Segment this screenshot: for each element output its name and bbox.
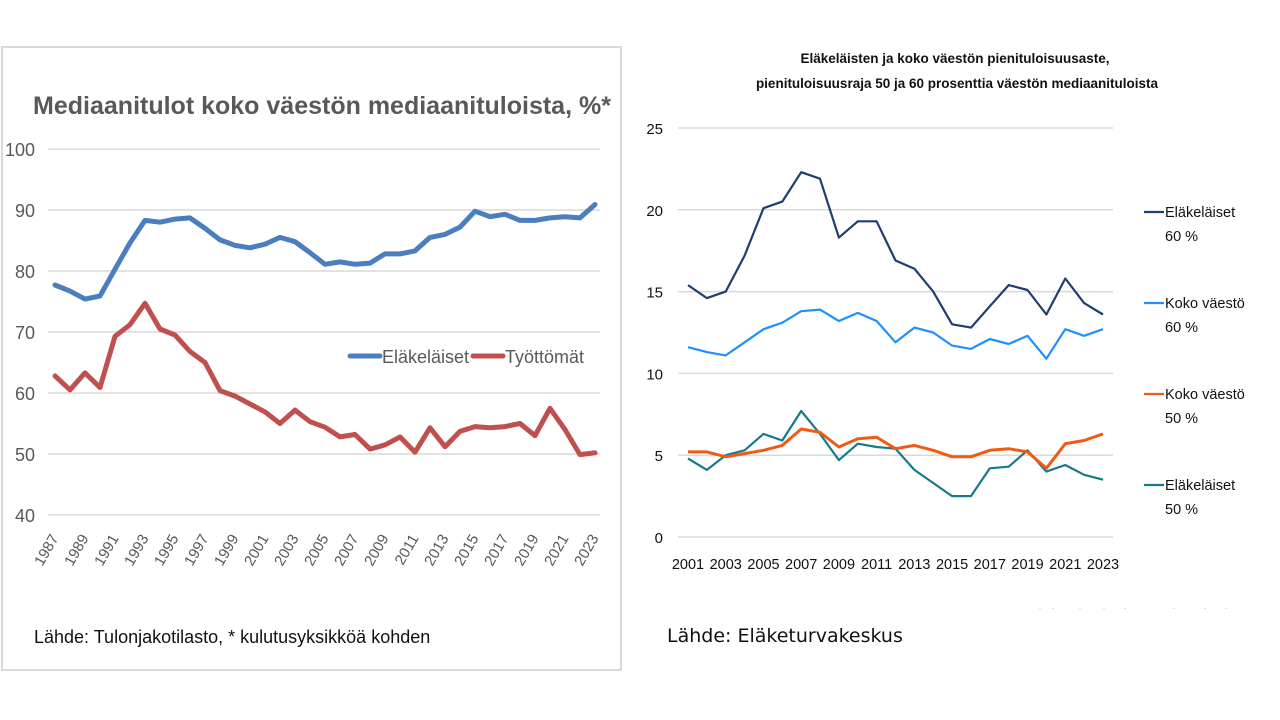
x-tick-label: 2017 (974, 557, 1006, 573)
x-tick-label: 2011 (392, 532, 423, 568)
legend-label-elakelaiset: Eläkeläiset (382, 347, 469, 367)
decorative-dot (1124, 608, 1126, 609)
y-tick-label: 10 (646, 366, 663, 383)
decorative-dot (1173, 608, 1175, 609)
decorative-dot (1204, 608, 1206, 609)
y-tick-label: 100 (5, 140, 35, 160)
x-tick-label: 2009 (361, 532, 392, 569)
y-tick-label: 5 (655, 448, 663, 465)
x-tick-label: 2007 (785, 557, 817, 573)
y-tick-label: 90 (15, 201, 35, 221)
y-tick-label: 20 (646, 203, 663, 220)
decorative-dot (1225, 608, 1227, 609)
decorative-dot (1103, 608, 1105, 609)
x-tick-label: 1993 (121, 532, 152, 569)
legend-label-threshold: 60 % (1165, 229, 1198, 245)
series-line-koko-vaesto-60 (687, 308, 1104, 360)
x-tick-label: 2021 (541, 532, 572, 569)
series-line-tyottomat (52, 300, 598, 458)
x-tick-label: 1995 (151, 532, 182, 569)
legend-label-threshold: 60 % (1165, 320, 1198, 336)
y-tick-label: 40 (15, 506, 35, 526)
left-chart-source: Lähde: Tulonjakotilasto, * kulutusyksikk… (34, 627, 430, 647)
y-tick-label: 25 (646, 121, 663, 138)
y-tick-label: 50 (15, 445, 35, 465)
left-chart-title: Mediaanitulot koko väestön mediaanituloi… (33, 92, 611, 120)
y-tick-label: 15 (646, 285, 663, 302)
right-chart-source: Lähde: Eläketurvakeskus (667, 625, 903, 647)
y-tick-label: 0 (655, 530, 663, 547)
legend-label-tyottomat: Työttömät (505, 347, 584, 367)
x-tick-label: 2005 (301, 532, 332, 569)
x-tick-label: 2013 (421, 532, 452, 569)
x-tick-label: 2005 (747, 557, 779, 573)
series-line-koko-vaesto-50 (688, 427, 1104, 470)
x-tick-label: 1991 (91, 532, 122, 569)
legend-label: Koko väestö (1165, 387, 1245, 403)
x-tick-label: 2023 (1087, 557, 1119, 573)
x-tick-label: 2001 (672, 557, 704, 573)
x-tick-label: 2023 (571, 532, 602, 569)
legend-label: Koko väestö (1165, 296, 1245, 312)
y-tick-label: 60 (15, 384, 35, 404)
series-line-elakelaiset-60 (687, 171, 1104, 329)
legend-label-threshold: 50 % (1165, 411, 1198, 427)
x-tick-label: 2011 (861, 557, 892, 573)
series-line-elakelaiset (52, 202, 598, 302)
decorative-dot (1079, 608, 1081, 609)
right-chart-title: Eläkeläisten ja koko väestön pienitulois… (800, 51, 1109, 66)
x-tick-label: 2001 (241, 532, 272, 569)
median-income-chart: Mediaanitulot koko väestön mediaanituloi… (5, 92, 611, 647)
left-chart-panel (1, 46, 622, 671)
x-tick-label: 2017 (481, 532, 512, 569)
x-tick-label: 2021 (1049, 557, 1081, 573)
x-tick-label: 2019 (511, 532, 542, 569)
y-tick-label: 80 (15, 262, 35, 282)
x-tick-label: 2013 (898, 557, 930, 573)
x-tick-label: 1999 (211, 532, 242, 569)
right-chart-subtitle: pienituloisuusraja 50 ja 60 prosenttia v… (756, 76, 1159, 91)
x-tick-label: 2015 (936, 557, 968, 573)
legend-label: Eläkeläiset (1165, 478, 1235, 494)
x-tick-label: 2007 (331, 532, 362, 569)
x-tick-label: 2015 (451, 532, 482, 569)
series-line-elakelaiset-50 (687, 409, 1104, 498)
x-tick-label: 2003 (710, 557, 742, 573)
x-tick-label: 1989 (61, 532, 92, 569)
x-tick-label: 1997 (181, 532, 212, 569)
x-tick-label: 2019 (1011, 557, 1043, 573)
x-tick-label: 1987 (31, 532, 62, 569)
legend-label-threshold: 50 % (1165, 502, 1198, 518)
decorative-dot (1052, 608, 1054, 609)
legend-label: Eläkeläiset (1165, 205, 1235, 221)
decorative-dot (1039, 608, 1041, 609)
x-tick-label: 2003 (271, 532, 302, 569)
y-tick-label: 70 (15, 323, 35, 343)
x-tick-label: 2009 (823, 557, 855, 573)
